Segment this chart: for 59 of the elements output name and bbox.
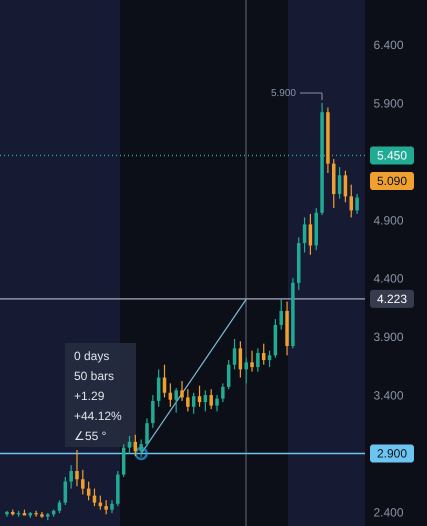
text: 5.090 [376,174,408,188]
candlestick [268,350,272,368]
candlestick [308,213,312,256]
candlestick [75,449,79,487]
candlestick [256,348,260,372]
annotation: +44.12% [74,409,122,423]
candlestick [238,340,242,378]
candlestick [151,394,155,428]
candlestick [215,394,219,412]
candlestick [81,469,85,496]
candlestick [262,343,266,366]
candlestick [355,193,359,215]
annotation: ∠55 ° [74,429,107,443]
candlestick [168,382,172,408]
candlestick [204,390,208,412]
annotation: 5.900 [270,88,296,99]
candlestick [192,392,196,414]
candlestick [338,166,342,200]
y-tick-label: 3.900 [374,330,404,344]
annotation: 50 bars [74,369,114,383]
candlestick [209,388,213,410]
candlestick [134,434,138,456]
y-tick-label: 4.900 [374,213,404,228]
candlestick [198,385,202,408]
y-tick-label: 4.400 [374,272,404,286]
candlestick [98,495,102,510]
candlestick [145,418,149,448]
ref-line-label: 2.900 [376,446,408,461]
annotation: 0 days [74,349,110,363]
y-tick-label: 2.400 [374,505,404,520]
candlestick [349,184,353,218]
candlestick [226,359,230,390]
candlestick [186,388,190,412]
candlestick [139,438,143,458]
candlestick [69,464,73,490]
candlestick [250,350,254,372]
candlestick [221,382,225,403]
candlestick [156,368,160,408]
y-tick-label: 6.400 [374,38,404,52]
annotation: +1.29 [74,389,105,403]
y-tick-label: 3.400 [374,388,404,403]
candlestick [92,488,96,507]
candlestick [110,500,114,514]
ref-line-label: 5.450 [376,148,408,162]
candlestick [244,357,248,384]
candlestick [279,298,283,330]
candlestick [64,476,68,506]
candlestick [232,338,236,370]
candlestick [128,435,132,454]
candlestick [180,380,184,402]
candlestick [58,500,62,514]
candlestick [174,387,178,414]
ref-line-label: 4.223 [376,292,408,306]
candlestick [344,170,348,203]
candlestick [104,500,108,515]
candlestick [86,480,90,501]
candlestick [302,216,306,254]
candlestick [162,364,166,398]
y-tick-label: 5.900 [374,96,404,110]
